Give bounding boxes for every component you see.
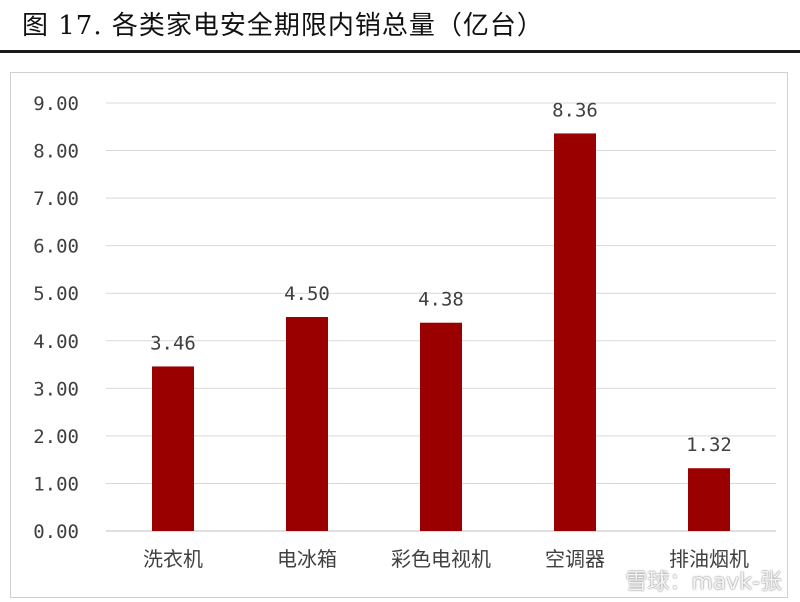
title-rule [0,50,800,53]
bar-chart: 0.00 1.00 2.00 3.00 4.00 5.00 6.00 7.00 8.00 9.00… [33,93,776,571]
bar [286,317,328,531]
y-tick-label: 8.00 [33,141,79,163]
x-axis-ticks: 洗衣机 电冰箱 彩色电视机 空调器 排油烟机 [143,547,749,571]
bar [688,468,730,531]
data-label: 4.50 [284,283,330,305]
y-tick-label: 5.00 [33,283,79,305]
x-tick-label: 洗衣机 [143,547,203,571]
data-label: 1.32 [686,434,732,456]
y-tick-label: 7.00 [33,188,79,210]
y-tick-label: 4.00 [33,331,79,353]
y-tick-label: 3.00 [33,378,79,400]
bar [152,366,194,531]
watermark: 雪球：mavk-张 [625,570,782,595]
bars [152,133,730,531]
figure-title: 图 17. 各类家电安全期限内销总量（亿台） [22,11,544,41]
bar [420,322,462,531]
bar [554,133,596,531]
data-label: 8.36 [552,99,598,121]
x-tick-label: 排油烟机 [669,547,749,571]
y-tick-label: 2.00 [33,426,79,448]
data-label: 3.46 [150,332,196,354]
y-axis-ticks: 0.00 1.00 2.00 3.00 4.00 5.00 6.00 7.00 8.00 9.00 [33,93,79,543]
x-tick-label: 空调器 [545,547,605,571]
y-tick-label: 6.00 [33,236,79,258]
y-tick-label: 0.00 [33,521,79,543]
x-tick-label: 电冰箱 [277,547,337,571]
y-tick-label: 9.00 [33,93,79,115]
data-labels: 3.46 4.50 4.38 8.36 1.32 [150,99,732,456]
chart-frame: 0.00 1.00 2.00 3.00 4.00 5.00 6.00 7.00 8.00 9.00… [10,72,788,598]
data-label: 4.38 [418,289,464,311]
y-tick-label: 1.00 [33,473,79,495]
x-tick-label: 彩色电视机 [391,547,491,571]
